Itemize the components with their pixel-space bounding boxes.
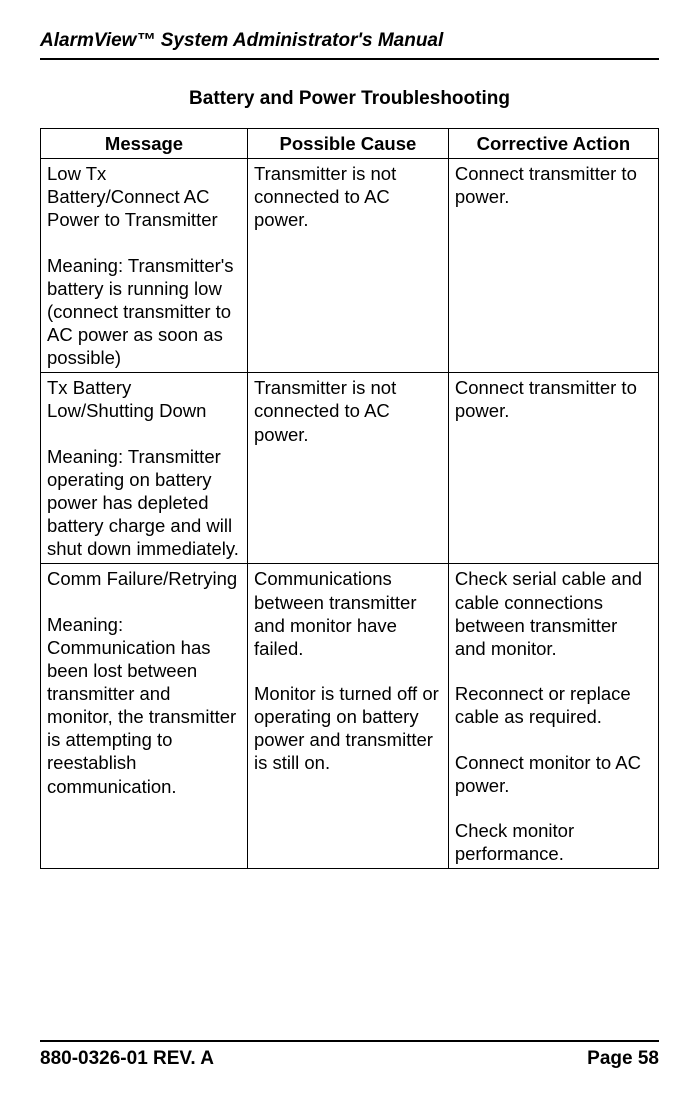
doc-header-title: AlarmView™ System Administrator's Manual: [40, 30, 659, 52]
cell-action: Check serial cable and cable connections…: [448, 564, 658, 869]
cell-message: Comm Failure/Retrying Meaning: Communica…: [41, 564, 248, 869]
action-p1: Check serial cable and cable connections…: [455, 568, 642, 658]
table-row: Tx Battery Low/Shutting Down Meaning: Tr…: [41, 373, 659, 564]
cell-message: Tx Battery Low/Shutting Down Meaning: Tr…: [41, 373, 248, 564]
cell-cause: Transmitter is not connected to AC power…: [248, 159, 449, 373]
col-header-message: Message: [41, 129, 248, 159]
page-footer: 880-0326-01 REV. A Page 58: [40, 1020, 659, 1096]
troubleshoot-table: Message Possible Cause Corrective Action…: [40, 128, 659, 869]
table-header-row: Message Possible Cause Corrective Action: [41, 129, 659, 159]
message-meaning: Meaning: Transmitter operating on batter…: [47, 446, 239, 560]
cause-p2: Monitor is turned off or operating on ba…: [254, 683, 439, 773]
cell-message: Low Tx Battery/Connect AC Power to Trans…: [41, 159, 248, 373]
cause-p1: Communications between transmitter and m…: [254, 568, 416, 658]
col-header-cause: Possible Cause: [248, 129, 449, 159]
message-meaning: Meaning: Transmitter's battery is runnin…: [47, 255, 234, 369]
table-row: Low Tx Battery/Connect AC Power to Trans…: [41, 159, 659, 373]
footer-pagenum: Page 58: [587, 1048, 659, 1070]
footer-rule: [40, 1040, 659, 1042]
section-title: Battery and Power Troubleshooting: [40, 88, 659, 110]
table-row: Comm Failure/Retrying Meaning: Communica…: [41, 564, 659, 869]
message-meaning: Meaning: Communication has been lost bet…: [47, 614, 236, 797]
message-title: Comm Failure/Retrying: [47, 568, 237, 589]
message-title: Low Tx Battery/Connect AC Power to Trans…: [47, 163, 218, 230]
col-header-action: Corrective Action: [448, 129, 658, 159]
cell-cause: Communications between transmitter and m…: [248, 564, 449, 869]
footer-docnum: 880-0326-01 REV. A: [40, 1048, 214, 1070]
action-p4: Check monitor performance.: [455, 820, 574, 864]
cell-action: Connect transmitter to power.: [448, 373, 658, 564]
header-rule: [40, 58, 659, 60]
cell-cause: Transmitter is not connected to AC power…: [248, 373, 449, 564]
action-p3: Connect monitor to AC power.: [455, 752, 641, 796]
cell-action: Connect transmitter to power.: [448, 159, 658, 373]
action-p2: Reconnect or replace cable as required.: [455, 683, 631, 727]
message-title: Tx Battery Low/Shutting Down: [47, 377, 206, 421]
